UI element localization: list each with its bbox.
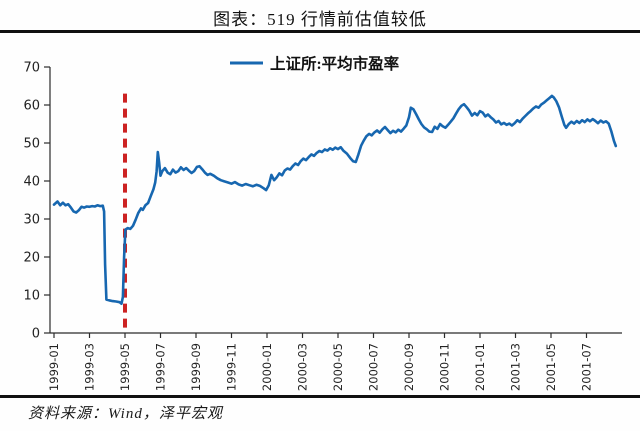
x-tick-label: 2001-03 (509, 343, 523, 391)
x-tick-label: 2000-07 (367, 343, 381, 391)
chart-title: 图表：519 行情前估值较低 (213, 10, 427, 29)
x-tick-label: 1999-05 (118, 343, 132, 391)
x-tick-label: 1999-11 (225, 343, 239, 391)
legend-label: 上证所:平均市盈率 (270, 54, 400, 73)
pe-ratio-line-chart: 0 10 20 30 40 50 60 70 1999-01 1999-03 1999-05 1999… (23, 54, 622, 391)
x-tick-label: 2001-01 (473, 343, 487, 391)
x-tick-label: 2000-03 (296, 343, 310, 391)
y-tick-label: 60 (23, 99, 40, 114)
y-tick-label: 30 (23, 213, 40, 228)
x-tick-label: 2000-09 (402, 343, 416, 391)
x-tick-label: 1999-03 (83, 343, 97, 391)
pe-line (52, 94, 618, 306)
source-note: 资料来源：Wind，泽平宏观 (28, 406, 223, 422)
x-tick-label: 1999-07 (154, 343, 168, 391)
x-tick-label: 1999-09 (189, 343, 203, 391)
y-tick-label: 50 (23, 137, 40, 152)
y-tick-label: 70 (23, 61, 40, 76)
x-tick-label: 2000-05 (331, 343, 345, 391)
bottom-divider (0, 395, 640, 398)
x-tick-label: 2000-01 (260, 343, 274, 391)
x-tick-label: 2001-07 (580, 343, 594, 391)
y-tick-label: 40 (23, 175, 40, 190)
y-tick-label: 0 (32, 327, 40, 342)
x-tick-label: 1999-01 (47, 343, 61, 391)
y-tick-label: 20 (23, 251, 40, 266)
y-tick-label: 10 (23, 289, 40, 304)
top-divider (0, 30, 640, 33)
x-tick-label: 2001-05 (544, 343, 558, 391)
x-tick-label: 2000-11 (438, 343, 452, 391)
